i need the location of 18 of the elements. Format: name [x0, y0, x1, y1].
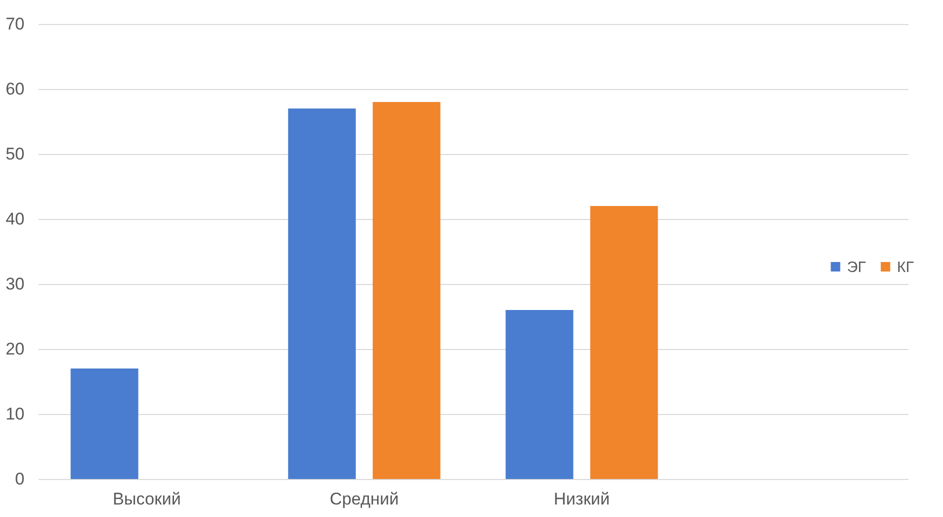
y-tick-label: 0: [15, 470, 24, 488]
x-tick-label: Низкий: [554, 490, 610, 508]
bar: [372, 102, 440, 479]
bar: [70, 368, 138, 479]
bar: [590, 206, 658, 479]
y-tick-label: 60: [6, 80, 24, 98]
y-tick-label: 20: [6, 340, 24, 358]
y-tick-label: 40: [6, 210, 24, 228]
bar: [506, 310, 574, 479]
y-tick-label: 70: [6, 14, 24, 34]
y-tick-label: 10: [6, 404, 24, 424]
x-tick-label: Высокий: [112, 490, 181, 508]
bar: [288, 108, 356, 479]
y-tick-label: 50: [6, 144, 24, 164]
legend-label: ЭГ: [847, 258, 866, 276]
x-tick-label: Средний: [330, 490, 399, 508]
y-tick-label: 30: [6, 274, 24, 294]
legend-label: КГ: [897, 258, 914, 276]
